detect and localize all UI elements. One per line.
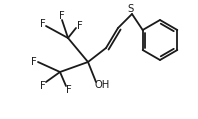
Text: S: S: [128, 4, 134, 14]
Text: F: F: [66, 85, 72, 95]
Text: OH: OH: [94, 80, 110, 90]
Text: F: F: [59, 11, 65, 21]
Text: F: F: [77, 21, 83, 31]
Text: F: F: [40, 81, 46, 91]
Text: F: F: [31, 57, 37, 67]
Text: F: F: [40, 19, 46, 29]
